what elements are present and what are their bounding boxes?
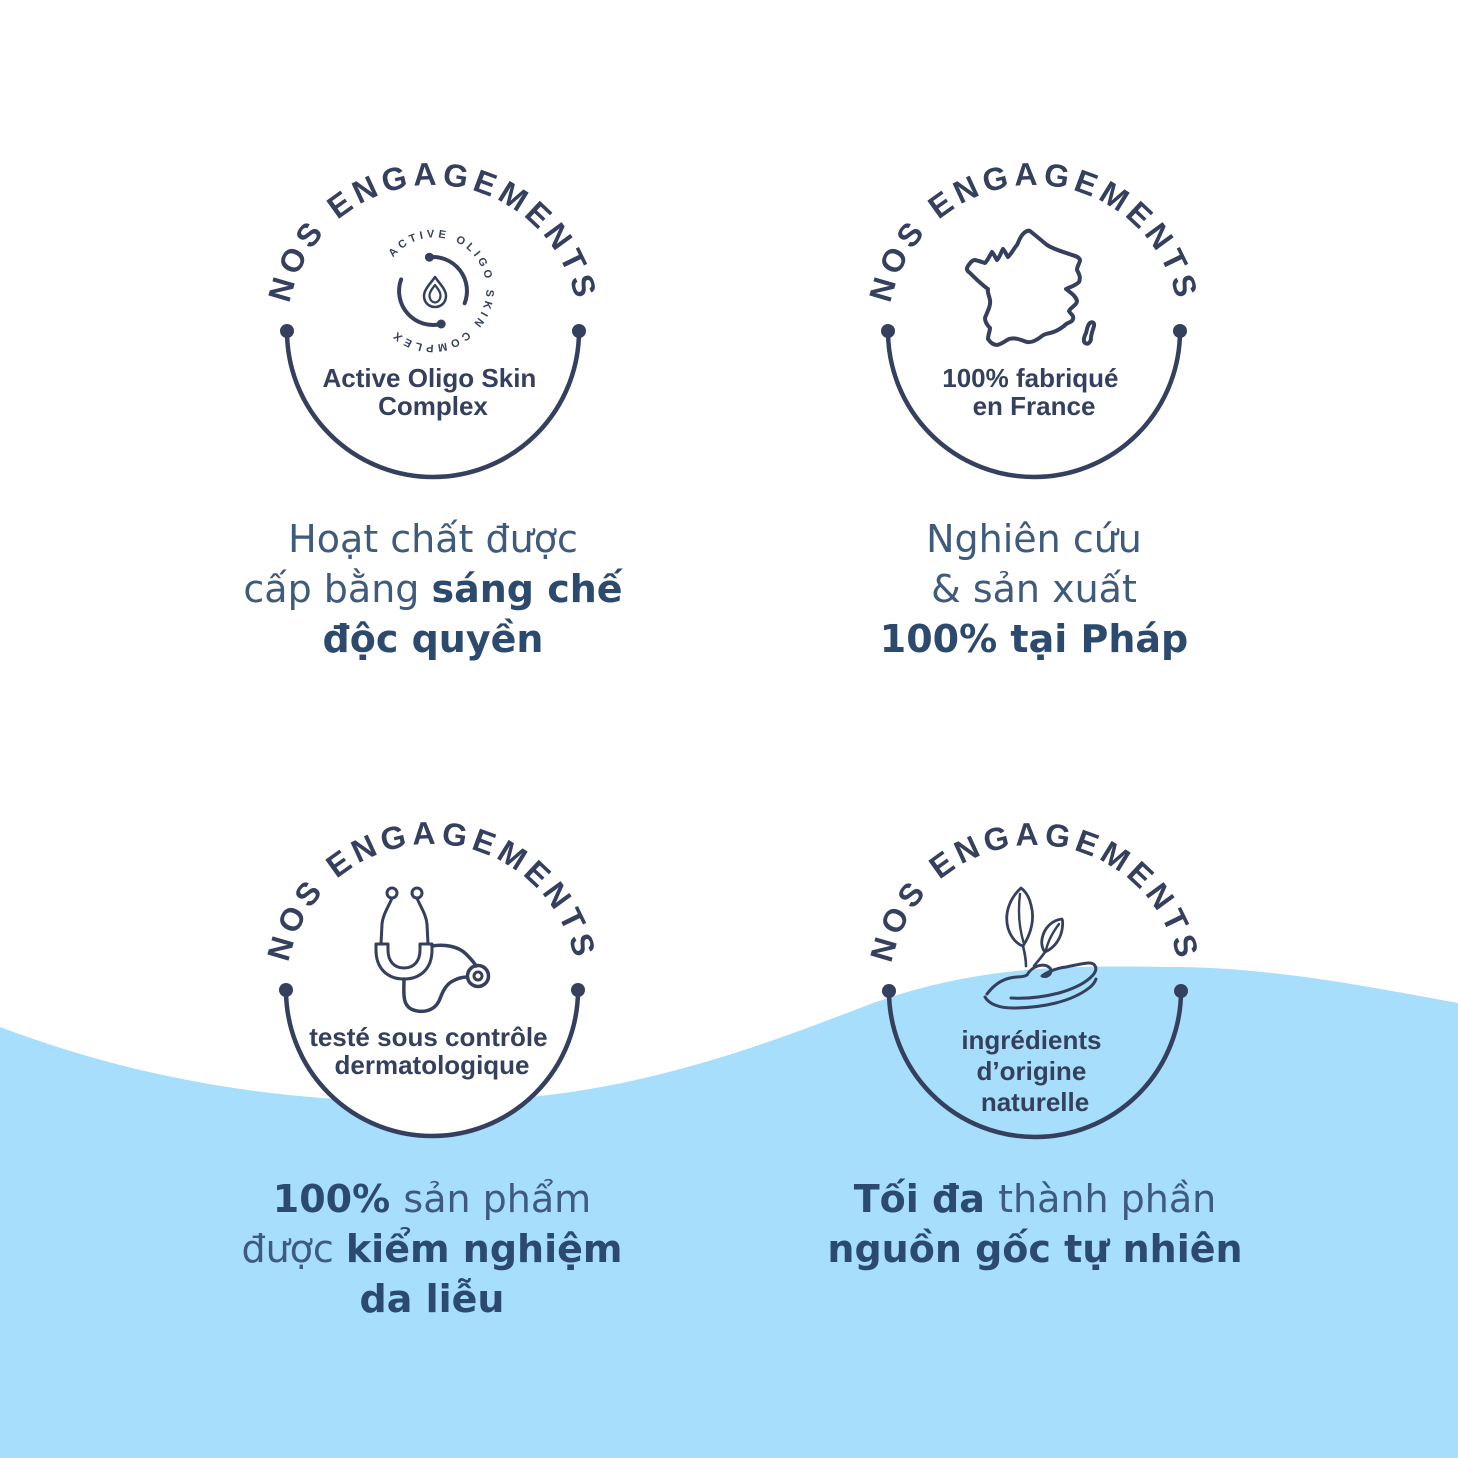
vn-text: thành phần (998, 1177, 1217, 1221)
leaf-large-vein (1017, 892, 1026, 946)
badge-made-in-france: NOS ENGAGEMENTS 100% fabriqué en France (824, 121, 1244, 541)
vn-line: Hoạt chất được (133, 514, 733, 564)
badge-caption: Active Oligo Skin Complex (322, 363, 543, 421)
vn-text: & sản xuất (931, 567, 1137, 611)
badge-arc-label: NOS ENGAGEMENTS (862, 156, 1206, 306)
active-oligo-droplet-icon: ACTIVE OLIGO SKIN COMPLEX (386, 228, 495, 354)
vn-caption-made-in-france: Nghiên cứu & sản xuất 100% tại Pháp (734, 514, 1334, 664)
badge-white-disc (286, 844, 578, 1136)
badge-arc-label: NOS ENGAGEMENTS (863, 816, 1207, 966)
badge-right-dot (571, 983, 585, 997)
vn-text: Nghiên cứu (926, 517, 1142, 561)
vn-line: 100% tại Pháp (734, 614, 1334, 664)
badge-caption-line: en France (973, 391, 1096, 421)
vn-text: Hoạt chất được (288, 517, 578, 561)
vn-text-bold: 100% (272, 1177, 404, 1221)
vn-caption-natural-origin: Tối đa thành phần nguồn gốc tự nhiên (735, 1174, 1335, 1274)
stem-right (1032, 950, 1047, 968)
badge-caption-line: d’origine (976, 1056, 1086, 1086)
wave-shape (0, 966, 1458, 1458)
vn-text-bold: nguồn gốc tự nhiên (827, 1227, 1243, 1271)
badge-caption: 100% fabriqué en France (942, 363, 1126, 421)
vn-text-bold: da liễu (359, 1277, 505, 1321)
vn-line: được kiểm nghiệm (132, 1224, 732, 1274)
badge-left-dot (280, 324, 294, 338)
swirl-dot-bottom (436, 319, 446, 329)
hand-bottom-contour (983, 977, 1098, 1010)
swirl-arc-top (427, 255, 469, 306)
badge-caption-line: ingrédients (961, 1025, 1101, 1055)
diaphragm-inner (472, 970, 484, 982)
badge-active-oligo: NOS ENGAGEMENTS ACTIVE OLIGO SKIN COMPLE… (223, 121, 643, 541)
vn-caption-derm-tested: 100% sản phẩm được kiểm nghiệm da liễu (132, 1174, 732, 1324)
badge-left-dot (882, 984, 896, 998)
vn-text-bold: Tối đa (853, 1177, 999, 1221)
france-outline (964, 228, 1082, 347)
vn-line: Tối đa thành phần (735, 1174, 1335, 1224)
badge-caption-line: dermatologique (334, 1050, 529, 1080)
vn-caption-patented-active: Hoạt chất được cấp bằng sáng chế độc quy… (133, 514, 733, 664)
badge-caption-line: naturelle (981, 1087, 1089, 1117)
badge-caption: ingrédients d’origine naturelle (961, 1025, 1108, 1117)
vn-text: cấp bằng (243, 567, 432, 611)
stethoscope-icon (374, 886, 491, 1014)
vn-text-bold: sáng chế (431, 567, 623, 611)
badge-caption-line: testé sous contrôle (309, 1022, 547, 1052)
badge-circle-arc (885, 330, 1183, 480)
vn-line: 100% sản phẩm (132, 1174, 732, 1224)
badge-caption-line: Complex (378, 391, 488, 421)
badge-caption-line: 100% fabriqué (942, 363, 1118, 393)
ear-tube-right (415, 896, 430, 946)
swirl-dot-top (424, 252, 434, 262)
badge-dermatologically-tested: NOS ENGAGEMENTS testé sous contrôle derm… (222, 780, 642, 1200)
badge-right-dot (572, 324, 586, 338)
vn-line: độc quyền (133, 614, 733, 664)
hand-leaves-icon (983, 886, 1098, 1010)
vn-line: & sản xuất (734, 564, 1334, 614)
swirl-arc-bottom (397, 277, 444, 327)
vn-line: Nghiên cứu (734, 514, 1334, 564)
vn-line: cấp bằng sáng chế (133, 564, 733, 614)
vn-line: da liễu (132, 1274, 732, 1324)
vn-text-bold: 100% tại Pháp (879, 617, 1189, 661)
vn-text-bold: độc quyền (322, 617, 544, 661)
france-map-icon (964, 228, 1097, 347)
ear-tube-left (379, 896, 394, 946)
badge-caption-line: Active Oligo Skin (322, 363, 536, 393)
corsica-outline (1081, 320, 1097, 346)
diaphragm-outer (465, 963, 491, 989)
stem-left (1021, 944, 1028, 968)
badge-left-dot (881, 324, 895, 338)
droplet-outer (422, 275, 448, 309)
badge-circle-arc (886, 990, 1184, 1140)
vn-line: nguồn gốc tự nhiên (735, 1224, 1335, 1274)
vn-text: sản phẩm (403, 1177, 592, 1221)
badge-circle-arc (284, 330, 582, 480)
badge-right-dot (1174, 984, 1188, 998)
chestpiece-u (374, 942, 434, 981)
badge-caption: testé sous contrôle dermatologique (309, 1022, 555, 1080)
leaf-small-vein (1044, 922, 1061, 952)
badge-right-dot (1173, 324, 1187, 338)
badge-circle-arc (283, 989, 581, 1139)
vn-text-bold: kiểm nghiệm (345, 1227, 623, 1271)
badge-left-dot (279, 983, 293, 997)
vn-text: được (241, 1227, 346, 1271)
complex-ring-label: ACTIVE OLIGO SKIN COMPLEX (386, 228, 495, 354)
badge-natural-ingredients: NOS ENGAGEMENTS ingrédients d’origine na… (825, 781, 1245, 1201)
droplet-inner (428, 283, 442, 304)
tube-upper (430, 943, 478, 968)
tube-loop (402, 975, 469, 1014)
hand-top-contour (985, 961, 1098, 1000)
